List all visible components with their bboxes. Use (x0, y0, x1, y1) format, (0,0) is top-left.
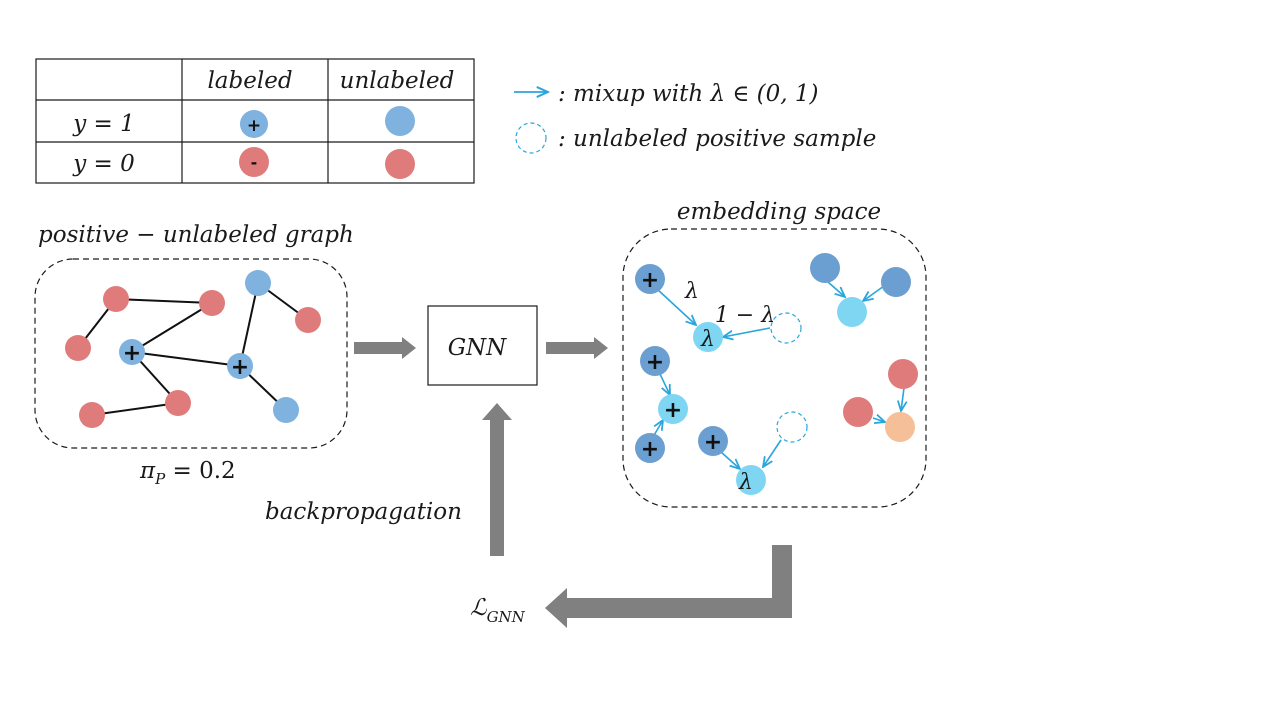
backpropagation-label: backpropagation (265, 499, 462, 525)
negative-node (165, 390, 191, 416)
plus-sign: + (641, 268, 659, 293)
mixup-arrow (656, 288, 696, 325)
loss-symbol: ℒ (470, 595, 487, 621)
mixup-arrow (723, 327, 771, 337)
unlabeled-positive-sample (770, 312, 802, 344)
prior-value: = 0.2 (165, 458, 235, 484)
loss-label: ℒGNN (470, 595, 526, 626)
unlabeled-positive-legend-text: : unlabeled positive sample (558, 126, 876, 152)
legend-table: labeled unlabeled y = 1 y = 0 + - (35, 58, 475, 184)
edge (115, 298, 213, 304)
unlabeled-positive-node (385, 106, 415, 136)
mixed-node-lambda: λ (738, 470, 753, 495)
pu-graph: positive − unlabeled graph + + πP = 0.2 (34, 222, 354, 488)
plus-sign: + (704, 430, 722, 455)
unlabeled-node (245, 270, 271, 296)
plus-sign: + (641, 437, 659, 462)
mixup-arrow (659, 373, 670, 395)
graph-container (34, 258, 348, 449)
prior-subscript: P (154, 470, 166, 488)
mixup-arrow (863, 285, 885, 301)
gnn-label: GNN (448, 335, 507, 361)
arrow-loss-to-gnn (482, 403, 512, 556)
edge (131, 302, 213, 353)
gnn-box: GNN (427, 305, 538, 386)
mixed-node (736, 465, 766, 495)
mixup-arrows (652, 281, 904, 469)
minus-sign: - (251, 153, 258, 172)
negative-node (295, 307, 321, 333)
embedding-container (622, 228, 927, 508)
dashed-circle-icon (515, 122, 547, 154)
unlabeled-positive-sample (776, 411, 808, 443)
negative-node (843, 397, 873, 427)
edge (131, 351, 241, 367)
lambda-weight-label: λ (684, 279, 699, 304)
edge (239, 282, 259, 367)
table-row-y0: y = 0 (72, 151, 135, 177)
mixup-arrow (720, 451, 740, 469)
mixed-node (837, 297, 867, 327)
positive-node (698, 426, 728, 456)
embedding-title: embedding space (677, 199, 881, 225)
labeled-negative-node (239, 147, 269, 177)
unlabeled-node (273, 397, 299, 423)
arrow-gnn-to-embedding (546, 337, 608, 359)
mixed-positive-node (658, 394, 688, 424)
unlabeled-node (810, 253, 840, 283)
embedding-space: embedding space + λ λ 1 − λ + (622, 199, 927, 508)
gnn-box-border (427, 305, 538, 386)
one-minus-lambda-label: 1 − λ (715, 303, 775, 328)
negative-node (888, 359, 918, 389)
arrow-embedding-to-loss (545, 545, 792, 628)
arrow-graph-to-gnn (354, 337, 416, 359)
table-header-labeled: labeled (207, 68, 292, 94)
unlabeled-negative-node (385, 149, 415, 179)
edge (91, 402, 179, 416)
unlabeled-node (881, 267, 911, 297)
mixup-arrow (872, 418, 885, 422)
negative-node (79, 402, 105, 428)
mixup-legend-text: : mixup with λ ∈ (0, 1) (558, 81, 819, 107)
negative-node (199, 290, 225, 316)
legend-keys: : mixup with λ ∈ (0, 1) : unlabeled posi… (514, 81, 876, 154)
plus-sign: + (247, 116, 261, 136)
plus-sign: + (123, 341, 141, 366)
mixed-node (693, 322, 723, 352)
prior-symbol: π (139, 458, 156, 484)
graph-title: positive − unlabeled graph (38, 222, 354, 248)
plus-sign: + (646, 350, 664, 375)
positive-node (119, 339, 145, 365)
labeled-positive-node (240, 110, 268, 138)
mixed-negative-node (885, 412, 915, 442)
positive-node (635, 264, 665, 294)
plus-sign: + (664, 398, 682, 423)
positive-node (640, 346, 670, 376)
table-header-unlabeled: unlabeled (340, 68, 455, 94)
table-row-y1: y = 1 (72, 111, 135, 137)
mixed-node-lambda: λ (700, 327, 715, 352)
positive-node (227, 353, 253, 379)
table-border (35, 58, 475, 184)
plus-sign: + (231, 355, 249, 380)
negative-node (103, 286, 129, 312)
negative-node (65, 335, 91, 361)
mixup-arrow (763, 439, 782, 467)
mixup-arrow (827, 281, 845, 297)
mixup-arrow (901, 387, 904, 411)
class-prior-label: πP = 0.2 (139, 458, 236, 488)
positive-node (635, 433, 665, 463)
loss-subscript: GNN (487, 608, 526, 626)
